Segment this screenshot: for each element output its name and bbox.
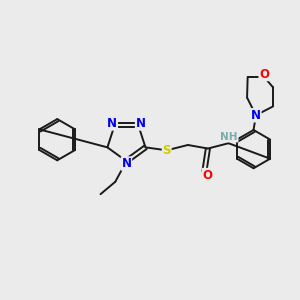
Text: N: N bbox=[122, 157, 131, 170]
Text: O: O bbox=[202, 169, 212, 182]
Text: N: N bbox=[251, 109, 261, 122]
Text: NH: NH bbox=[220, 132, 238, 142]
Text: N: N bbox=[107, 117, 117, 130]
Text: N: N bbox=[136, 117, 146, 130]
Text: O: O bbox=[259, 68, 269, 80]
Text: S: S bbox=[162, 144, 171, 157]
